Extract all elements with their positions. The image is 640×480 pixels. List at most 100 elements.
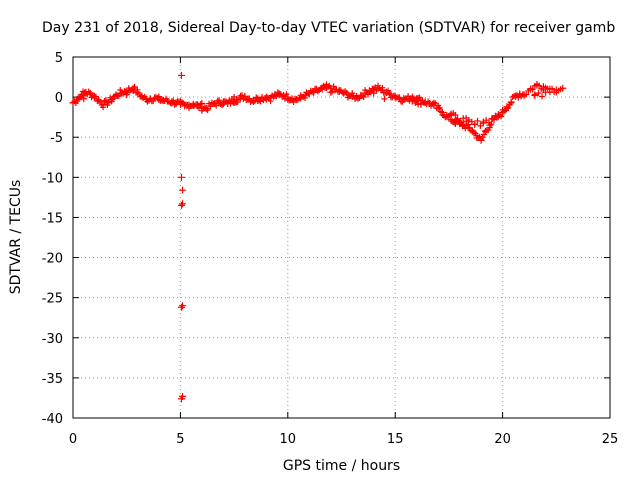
data-point: [129, 84, 137, 92]
data-point: [202, 104, 210, 112]
data-point: [86, 90, 94, 98]
data-point: [421, 98, 429, 106]
data-point: [479, 118, 487, 126]
data-point: [539, 83, 547, 91]
data-point: [430, 101, 438, 109]
data-point: [408, 97, 416, 105]
data-point: [413, 95, 421, 103]
plot-frame: [72, 56, 611, 419]
data-point: [258, 94, 266, 102]
data-point: [348, 92, 356, 100]
data-point: [177, 303, 185, 311]
data-point: [533, 81, 541, 89]
data-point: [194, 102, 202, 110]
data-point: [179, 200, 187, 208]
data-point: [159, 96, 167, 104]
y-axis-label: SDTVAR / TECUs: [8, 180, 24, 295]
x-tick-label: 5: [176, 432, 184, 447]
data-point: [361, 89, 369, 97]
data-point: [198, 100, 206, 108]
data-point: [125, 86, 133, 94]
y-tick-label: -20: [42, 252, 63, 267]
data-point: [78, 91, 86, 99]
data-point: [310, 88, 318, 96]
data-point: [340, 89, 348, 97]
data-point: [103, 99, 111, 107]
data-point: [241, 92, 249, 100]
data-point: [370, 89, 378, 97]
data-point: [438, 108, 446, 116]
data-point: [305, 90, 313, 98]
y-tick-label: -35: [42, 372, 63, 387]
data-point: [335, 87, 343, 95]
y-tick-label: -10: [42, 171, 63, 186]
x-tick-label: 0: [69, 432, 77, 447]
y-tick-labels: 5 0 -5 -10 -15 -20 -25 -30 -35 -40: [42, 51, 63, 427]
x-tick-label: 15: [387, 432, 404, 447]
data-point: [481, 128, 489, 136]
data-point-fill: [438, 108, 445, 115]
data-point: [527, 85, 535, 93]
data-point: [520, 91, 528, 99]
data-point: [123, 91, 131, 99]
data-point: [262, 93, 270, 101]
y-tick-label: -40: [42, 412, 63, 427]
data-point: [486, 121, 494, 129]
data-point: [176, 100, 184, 108]
data-point: [447, 111, 455, 119]
data-point-fill: [381, 95, 388, 102]
data-point-fill: [253, 94, 260, 101]
data-point: [531, 92, 539, 100]
data-point: [215, 99, 223, 107]
data-point: [471, 120, 479, 128]
data-point: [151, 94, 159, 102]
y-tick-label: -25: [42, 292, 63, 307]
data-point: [280, 92, 288, 100]
y-tick-label: -30: [42, 332, 63, 347]
data-point: [511, 92, 519, 100]
data-point: [138, 92, 146, 100]
x-tick-label: 20: [494, 432, 511, 447]
data-point: [443, 112, 451, 120]
data-point: [318, 85, 326, 93]
data-point: [400, 96, 408, 104]
data-point: [288, 95, 296, 103]
data-point: [357, 92, 365, 100]
data-point: [331, 86, 339, 94]
data-point: [249, 96, 257, 104]
data-point: [80, 95, 88, 103]
data-point: [462, 117, 470, 125]
data-point: [344, 91, 352, 99]
data-point: [327, 88, 335, 96]
data-point: [434, 104, 442, 112]
data-point: [503, 103, 511, 111]
data-point: [164, 97, 172, 105]
data-point: [172, 99, 180, 107]
data-point: [211, 100, 219, 108]
data-point-fill: [131, 83, 138, 90]
data-point: [219, 98, 227, 106]
data-point-fill: [538, 93, 545, 100]
data-point: [177, 71, 185, 79]
data-point: [456, 120, 464, 128]
data-point: [99, 100, 107, 108]
data-point: [292, 96, 300, 104]
data-point: [179, 186, 187, 194]
data-point: [73, 96, 81, 104]
data-point: [112, 92, 120, 100]
data-point: [237, 94, 245, 102]
data-point: [488, 115, 496, 123]
data-point: [95, 96, 103, 104]
data-point-fill: [80, 88, 87, 95]
data-point: [224, 100, 232, 108]
grid-lines: [73, 57, 610, 418]
data-point: [177, 173, 185, 181]
data-point: [116, 89, 124, 97]
data-point: [546, 85, 554, 93]
data-point: [395, 94, 403, 102]
y-tick-label: 0: [55, 91, 63, 106]
data-point: [179, 302, 187, 310]
data-point-fill: [238, 92, 245, 99]
data-point: [477, 136, 485, 144]
